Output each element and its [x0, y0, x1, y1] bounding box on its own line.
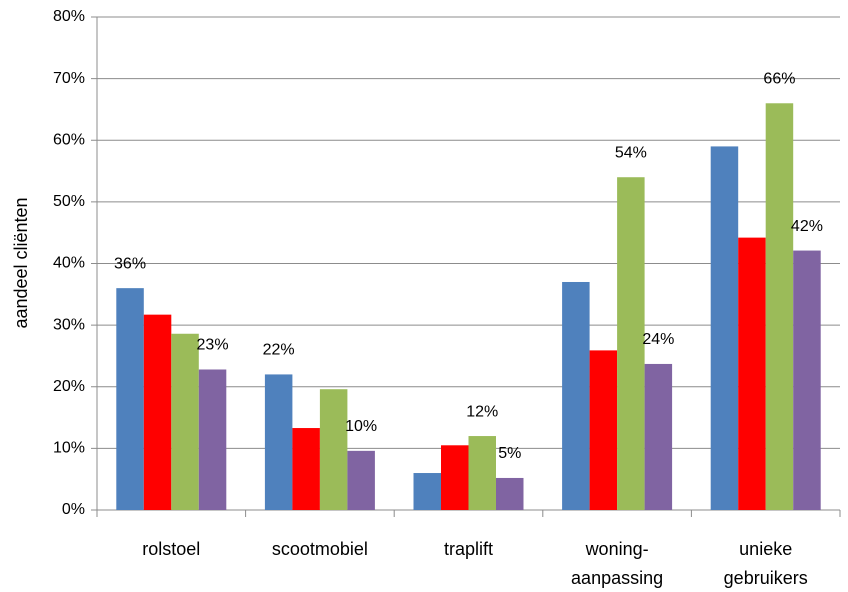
- bar: [738, 237, 766, 510]
- x-tick-label: unieke gebruikers: [724, 539, 808, 588]
- data-label: 66%: [763, 70, 795, 87]
- x-tick-label: traplift: [444, 539, 493, 559]
- bar: [116, 288, 144, 510]
- data-label: 24%: [642, 331, 674, 348]
- bar: [198, 369, 227, 510]
- bar: [413, 473, 441, 510]
- bar: [562, 281, 590, 510]
- y-tick-label: 20%: [53, 378, 85, 395]
- bar: [617, 177, 645, 510]
- y-tick-label: 0%: [62, 501, 85, 518]
- data-label: 22%: [263, 342, 295, 359]
- bar: [496, 477, 524, 510]
- bar: [589, 350, 618, 510]
- y-tick-label: 80%: [53, 8, 85, 25]
- bar: [644, 363, 673, 510]
- bar: [292, 428, 320, 510]
- data-label: 5%: [498, 445, 521, 462]
- y-tick-label: 10%: [53, 440, 85, 457]
- y-tick-label: 50%: [53, 193, 85, 210]
- bar: [793, 250, 821, 510]
- bar: [319, 389, 348, 510]
- data-label: 23%: [197, 337, 229, 354]
- y-tick-label: 40%: [53, 255, 85, 272]
- bar: [264, 374, 293, 510]
- y-tick-label: 70%: [53, 70, 85, 87]
- data-label: 42%: [791, 218, 823, 235]
- bar: [171, 333, 199, 510]
- x-tick-label: scootmobiel: [272, 539, 368, 559]
- y-axis-label: aandeel cliënten: [11, 197, 31, 328]
- x-tick-label: rolstoel: [142, 539, 200, 559]
- bar: [710, 146, 739, 510]
- x-tick-label: woning-aanpassing: [571, 539, 663, 588]
- bar: [468, 436, 496, 510]
- y-tick-label: 30%: [53, 316, 85, 333]
- data-label: 12%: [466, 403, 498, 420]
- bar: [765, 103, 794, 511]
- data-label: 54%: [615, 144, 647, 161]
- data-label: 10%: [345, 418, 377, 435]
- bar: [143, 314, 172, 510]
- bar: [347, 450, 375, 510]
- y-tick-label: 60%: [53, 131, 85, 148]
- bar: [441, 445, 469, 510]
- data-label: 36%: [114, 255, 146, 272]
